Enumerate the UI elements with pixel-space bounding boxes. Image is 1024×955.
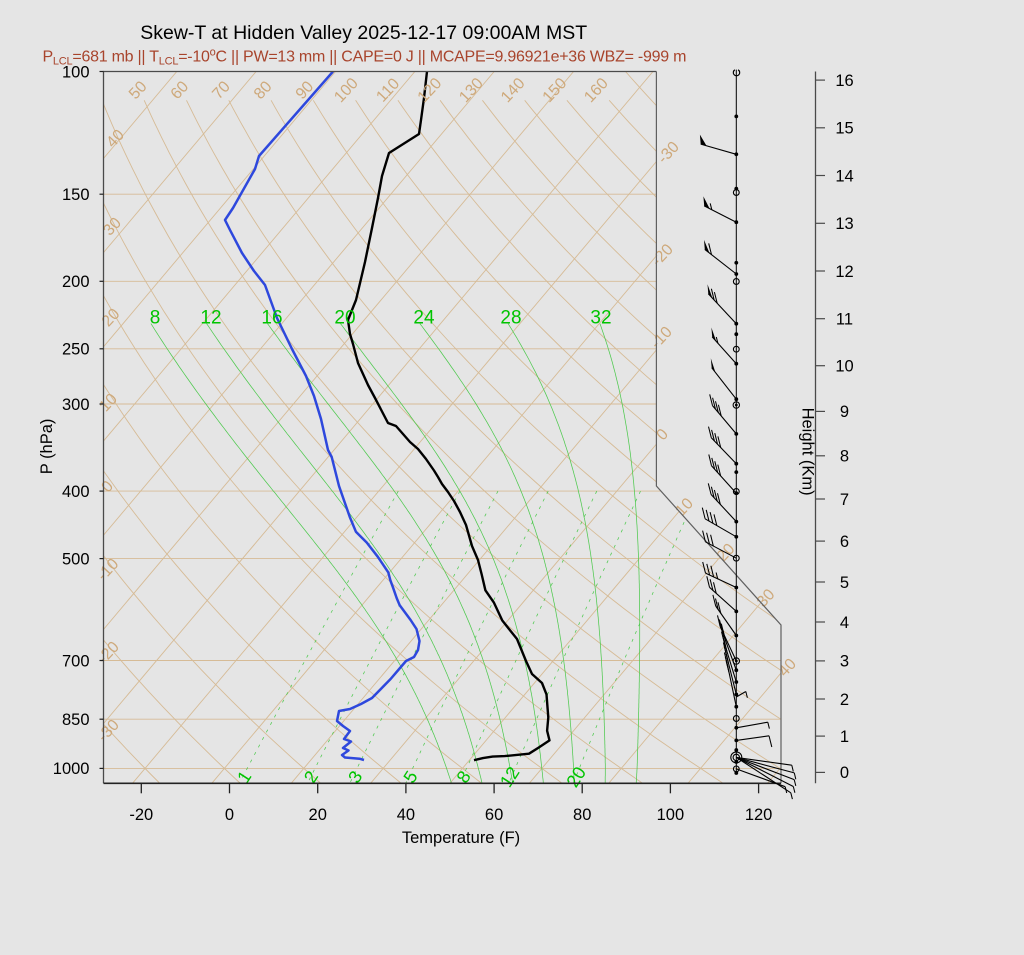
svg-text:1000: 1000 xyxy=(53,760,90,778)
svg-text:PLCL=681 mb || TLCL=-10oC || P: PLCL=681 mb || TLCL=-10oC || PW=13 mm ||… xyxy=(43,46,687,67)
svg-text:Height (Km): Height (Km) xyxy=(799,408,817,496)
svg-text:20: 20 xyxy=(309,806,327,824)
svg-text:16: 16 xyxy=(261,308,282,329)
svg-text:0: 0 xyxy=(225,806,234,824)
svg-text:400: 400 xyxy=(62,483,90,501)
svg-text:24: 24 xyxy=(413,308,435,329)
svg-text:300: 300 xyxy=(62,396,90,414)
svg-text:P (hPa): P (hPa) xyxy=(38,419,56,475)
svg-text:4: 4 xyxy=(840,614,849,632)
svg-text:850: 850 xyxy=(62,711,90,729)
svg-text:0: 0 xyxy=(840,764,849,782)
svg-text:14: 14 xyxy=(835,167,853,185)
svg-text:1: 1 xyxy=(840,728,849,746)
svg-text:12: 12 xyxy=(835,263,853,281)
svg-text:28: 28 xyxy=(500,308,521,329)
svg-text:6: 6 xyxy=(840,533,849,551)
svg-text:7: 7 xyxy=(840,491,849,509)
svg-text:11: 11 xyxy=(836,311,853,329)
svg-text:15: 15 xyxy=(835,120,853,138)
svg-text:32: 32 xyxy=(590,308,611,329)
svg-text:-20: -20 xyxy=(129,806,153,824)
svg-text:Temperature (F): Temperature (F) xyxy=(402,829,520,847)
svg-text:500: 500 xyxy=(62,550,90,568)
svg-text:10: 10 xyxy=(835,358,853,376)
svg-text:150: 150 xyxy=(62,186,90,204)
svg-text:100: 100 xyxy=(657,806,685,824)
svg-text:8: 8 xyxy=(840,448,849,466)
svg-text:20: 20 xyxy=(334,308,355,329)
svg-text:Skew-T at Hidden Valley 2025-1: Skew-T at Hidden Valley 2025-12-17 09:00… xyxy=(140,22,587,44)
svg-text:700: 700 xyxy=(62,652,90,670)
svg-text:200: 200 xyxy=(62,273,90,291)
svg-text:60: 60 xyxy=(485,806,503,824)
svg-text:9: 9 xyxy=(840,403,849,421)
svg-text:12: 12 xyxy=(200,308,221,329)
svg-text:5: 5 xyxy=(840,574,849,592)
svg-text:16: 16 xyxy=(835,72,853,90)
svg-text:13: 13 xyxy=(835,215,853,233)
svg-text:250: 250 xyxy=(62,341,90,359)
svg-text:2: 2 xyxy=(840,691,849,709)
svg-text:80: 80 xyxy=(573,806,591,824)
svg-text:40: 40 xyxy=(397,806,415,824)
svg-text:120: 120 xyxy=(745,806,773,824)
svg-text:8: 8 xyxy=(150,308,161,329)
svg-text:3: 3 xyxy=(840,653,849,671)
